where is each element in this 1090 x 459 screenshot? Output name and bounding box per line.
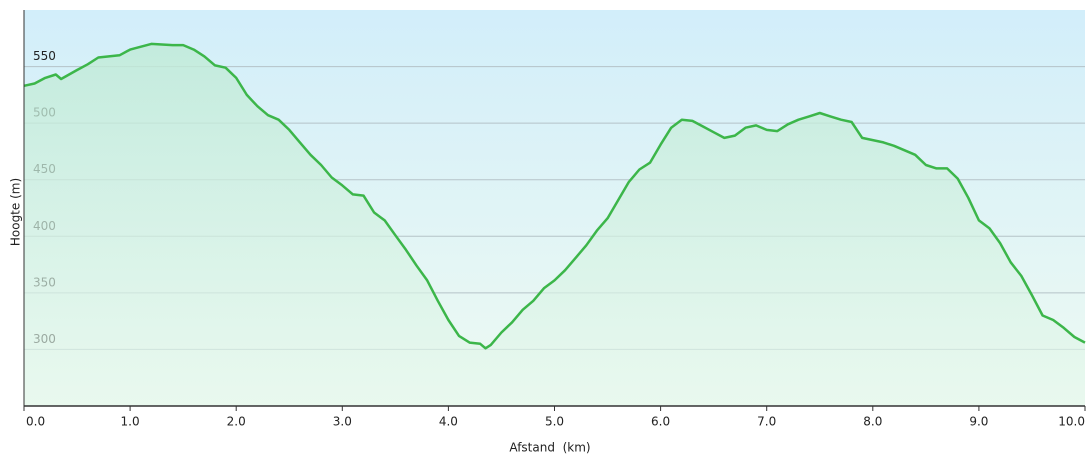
x-tick-label: 8.0 bbox=[863, 415, 882, 429]
y-tick-label: 550 bbox=[33, 49, 56, 63]
x-tick-label: 2.0 bbox=[227, 415, 246, 429]
x-tick-label: 10.0 bbox=[1058, 415, 1085, 429]
x-tick-label: 1.0 bbox=[121, 415, 140, 429]
x-tick-label: 0.0 bbox=[26, 415, 45, 429]
x-tick-label: 7.0 bbox=[757, 415, 776, 429]
x-tick-label: 6.0 bbox=[651, 415, 670, 429]
x-tick-label: 3.0 bbox=[333, 415, 352, 429]
area-fill bbox=[24, 43, 1085, 407]
line bbox=[23, 42, 1086, 350]
y-axis-label: Hoogte (m) bbox=[9, 178, 23, 246]
x-axis-label: Afstand (km) bbox=[509, 441, 590, 455]
x-tick-label: 4.0 bbox=[439, 415, 458, 429]
x-tick-label: 9.0 bbox=[969, 415, 988, 429]
x-tick-label: 5.0 bbox=[545, 415, 564, 429]
